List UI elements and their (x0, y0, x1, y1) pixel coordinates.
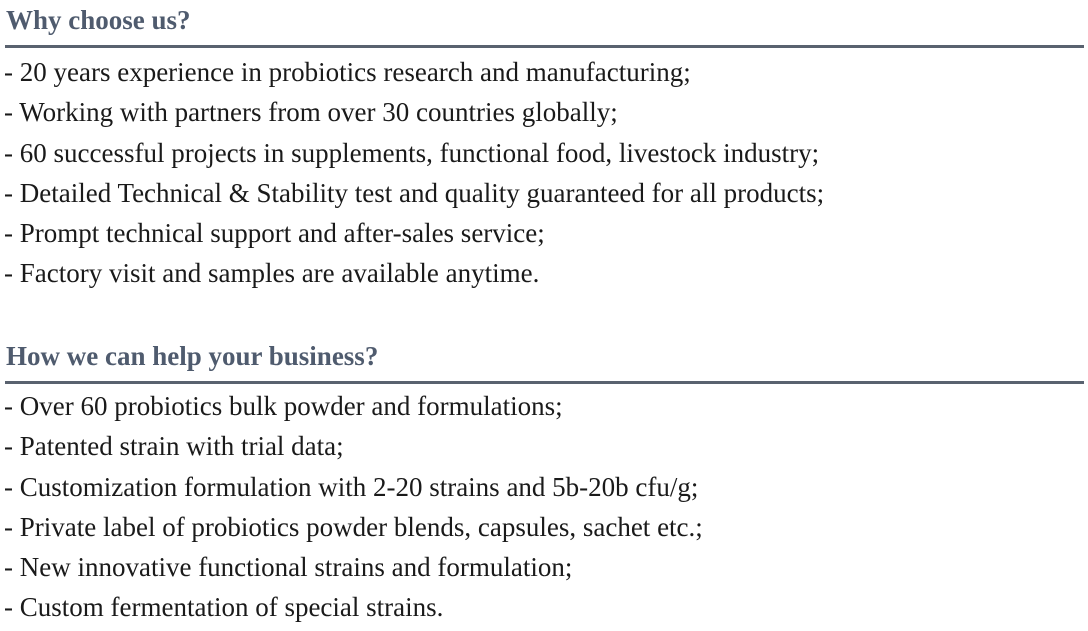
services-list: - Over 60 probiotics bulk powder and for… (0, 386, 1088, 628)
heading-divider (5, 45, 1084, 48)
section-heading: How we can help your business? (6, 341, 379, 371)
list-item: - Factory visit and samples are availabl… (4, 258, 540, 289)
list-item: - Customization formulation with 2-20 st… (4, 471, 699, 502)
list-item: - Patented strain with trial data; (4, 431, 344, 462)
section-heading: Why choose us? (6, 5, 191, 35)
list-item: - Prompt technical support and after-sal… (4, 218, 545, 249)
benefits-list: - 20 years experience in probiotics rese… (0, 52, 1088, 294)
list-item: - 20 years experience in probiotics rese… (4, 57, 691, 87)
list-item: - New innovative functional strains and … (4, 552, 573, 583)
list-item: - Working with partners from over 30 cou… (4, 97, 618, 128)
why-choose-us-section: Why choose us? - 20 years experience in … (0, 2, 1088, 294)
help-business-section: How we can help your business? - Over 60… (0, 338, 1088, 628)
heading-divider (5, 381, 1084, 384)
list-item: - Private label of probiotics powder ble… (4, 511, 703, 542)
list-item: - Detailed Technical & Stability test an… (4, 177, 825, 208)
list-item: - Custom fermentation of special strains… (4, 592, 444, 623)
list-item: - Over 60 probiotics bulk powder and for… (4, 391, 563, 421)
list-item: - 60 successful projects in supplements,… (4, 137, 820, 168)
